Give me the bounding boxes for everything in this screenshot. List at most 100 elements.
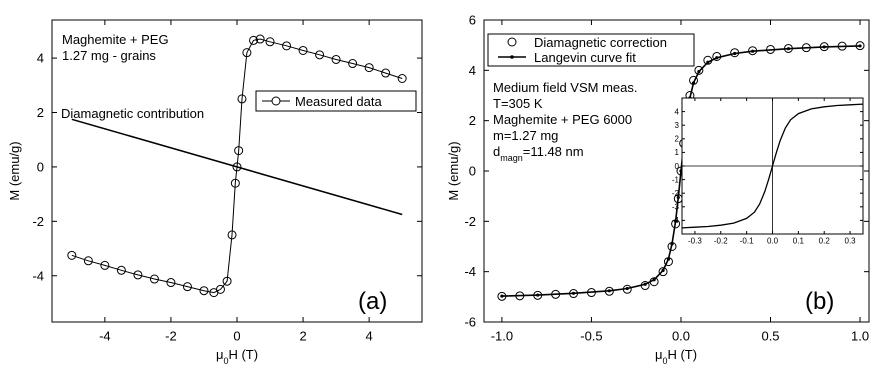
panel-b-plot <box>497 41 865 301</box>
panel-b-legend-box <box>487 33 695 67</box>
panel-b-langevin-point <box>661 268 665 273</box>
panel-b-langevin-point <box>715 56 719 60</box>
panel-b-langevin-point <box>733 51 737 56</box>
panel-a-annotation-3: Diamagnetic contribution <box>61 106 204 121</box>
panel-a-label: (a) <box>358 288 387 315</box>
panel-a-measured-point <box>397 73 407 83</box>
panel-a-measured-point <box>255 34 265 44</box>
panel-b-inset-ytick-label: 3 <box>675 121 680 130</box>
panel-b-inset: -0.3 -0.2 -0.1 0.0 0.1 0.2 0.3 -4 -3 -2 -1 0 1 2 3 4 <box>672 97 864 245</box>
panel-b-inset-ytick-label: 4 <box>675 107 680 116</box>
panel-b-ytick-label: -2 <box>464 214 476 229</box>
panel-b-inset-ytick-label: 1 <box>675 148 680 157</box>
panel-b-langevin-point <box>706 60 710 64</box>
panel-a-xtick-label: 0 <box>233 328 240 343</box>
panel-b-inset-ytick-label: -3 <box>672 203 680 212</box>
panel-a-measured-point <box>364 63 374 73</box>
panel-a-measured-point <box>83 256 93 266</box>
panel-a-measured-point <box>67 250 77 260</box>
panel-b-langevin-point <box>786 47 791 51</box>
panel-b-annotation-3: Maghemite + PEG 6000 <box>493 112 632 127</box>
panel-b-legend-label-1: Diamagnetic correction <box>534 35 667 50</box>
panel-a-xlabel: μ0H (T) <box>216 347 258 365</box>
panel-b-langevin-point <box>674 219 678 223</box>
panel-b-inset-ytick-label: 2 <box>675 135 680 144</box>
panel-b-langevin-point <box>643 282 647 286</box>
panel-b-langevin-point <box>500 294 504 298</box>
panel-a-ytick-label: -4 <box>32 268 44 283</box>
panel-a-measured-point <box>265 37 275 47</box>
panel-a-measured-point <box>298 45 308 55</box>
panel-a-xtick-label: -4 <box>99 328 111 343</box>
panel-b-inset-xtick-label: -0.2 <box>714 236 728 245</box>
panel-a-measured-point <box>215 284 225 294</box>
panel-b-langevin-point <box>670 242 674 246</box>
panel-b-inset-xtick-label: -0.1 <box>740 236 754 245</box>
panel-a-ytick-label: 2 <box>37 105 44 120</box>
panel-b-inset-plot <box>681 98 864 234</box>
panel-b-ytick-label: -4 <box>464 264 476 279</box>
panel-a-measured-point <box>133 270 143 280</box>
panel-a-legend-label: Measured data <box>295 94 382 109</box>
panel-a-ytick-label: -2 <box>32 214 44 229</box>
panel-a-measured-point <box>381 68 391 78</box>
panel-b-label: (b) <box>805 288 834 315</box>
panel-a-annotation-2: 1.27 mg - grains <box>62 48 156 63</box>
panel-b-inset-ytick-label: -4 <box>672 216 680 225</box>
panel-a-measured-point <box>315 50 325 60</box>
panel-a-measured-point <box>348 59 358 69</box>
panel-a-measured-point <box>199 286 209 296</box>
panel-b-ytick-label: -6 <box>464 315 476 330</box>
panel-b-legend-marker-1 <box>507 37 517 47</box>
panel-a-measured-point <box>116 265 126 275</box>
panel-b-ticks: -1.0 -0.5 0.0 0.5 1.0 -6 -4 -2 0 2 4 6 <box>464 13 869 344</box>
panel-a-measured-point <box>234 146 244 156</box>
panel-b-correction-point <box>658 267 668 277</box>
panel-b-annotation-5-d: d <box>493 144 500 159</box>
panel-b-xtick-label: 1.0 <box>851 328 869 343</box>
panel-a-measured-point <box>331 54 341 64</box>
panel-b-langevin-point <box>571 291 576 295</box>
panel-a-legend-box <box>255 90 417 112</box>
panel-a-ylabel: M (emu/g) <box>7 141 22 200</box>
panel-b-ytick-label: 2 <box>469 113 476 128</box>
panel-a-ytick-label: 0 <box>37 159 44 174</box>
panel-b-langevin-point <box>676 195 680 200</box>
panel-a-measured-point <box>222 276 232 286</box>
panel-b-inset-curve <box>681 103 864 229</box>
panel-b-inset-ytick-label: -2 <box>672 189 680 198</box>
panel-a-measured-point <box>282 41 292 51</box>
panel-b-xtick-label: -0.5 <box>580 328 602 343</box>
panel-b-inset-xtick-label: 0.1 <box>793 236 805 245</box>
panel-b-xtick-label: 0.0 <box>672 328 690 343</box>
panel-a-measured-point <box>242 48 252 58</box>
panel-b-ytick-label: 6 <box>469 13 476 28</box>
panel-b: -1.0 -0.5 0.0 0.5 1.0 -6 -4 -2 0 2 4 6 Diamagnetic … <box>446 13 870 365</box>
panel-a-legend: Measured data <box>255 90 417 112</box>
panel-b-inset-ytick-label: 0 <box>675 162 680 171</box>
panel-b-ytick-label: 0 <box>469 164 476 179</box>
panel-b-annotation-5: dmagn=11.48 nm <box>493 144 584 163</box>
panel-b-langevin-point <box>822 45 826 49</box>
panel-b-legend-label-2: Langevin curve fit <box>534 50 636 65</box>
panel-b-legend: Diamagnetic correction Langevin curve fi… <box>487 33 695 67</box>
panel-a-xtick-label: 2 <box>299 328 306 343</box>
panel-a: -4 -2 0 2 4 -4 -2 0 2 4 Maghemite + PEG 1.27 mg -… <box>7 19 423 365</box>
panel-a-annotation-1: Maghemite + PEG <box>62 32 169 47</box>
panel-b-langevin-point <box>858 44 862 48</box>
panel-b-inset-ytick-label: -1 <box>672 175 680 184</box>
panel-b-inset-xtick-label: 0.2 <box>819 236 831 245</box>
panel-b-legend-marker-2 <box>510 55 514 59</box>
panel-a-legend-marker <box>271 96 281 106</box>
panel-b-ylabel: M (emu/g) <box>446 141 461 200</box>
panel-b-langevin-point <box>607 289 611 293</box>
panel-b-langevin-point <box>697 69 701 74</box>
panel-b-xtick-label: 0.5 <box>761 328 779 343</box>
panel-b-langevin-point <box>666 257 671 261</box>
panel-a-measured-point <box>100 260 110 270</box>
panel-a-measured-point <box>227 230 237 240</box>
panel-a-ytick-label: 4 <box>37 51 44 66</box>
panel-b-annotation-1: Medium field VSM meas. <box>493 80 638 95</box>
panel-a-measured-point <box>230 178 240 188</box>
panel-b-inset-xtick-label: 0.3 <box>845 236 857 245</box>
